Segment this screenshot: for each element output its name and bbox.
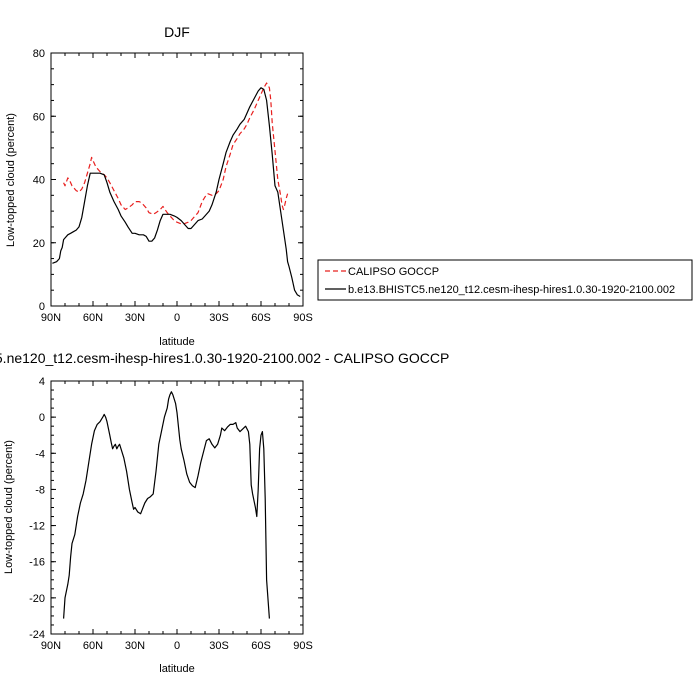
top-panel-x-tick-label: 30S [209,312,229,324]
bottom-panel-x-tick-label: 30S [209,640,229,652]
top-panel: DJF latitude Low-topped cloud (percent) … [5,24,313,348]
top-panel-series-line-0 [63,82,289,225]
bottom-panel-x-tick-label: 90S [293,640,313,652]
legend-label-model: b.e13.BHISTC5.ne120_t12.cesm-ihesp-hires… [348,284,675,296]
bottom-panel-x-tick-label: 60S [251,640,271,652]
top-panel-x-tick-label: 60S [251,312,271,324]
bottom-panel-x-tick-label: 0 [174,640,180,652]
bottom-panel: b.e13.BHISTC5.ne120_t12.cesm-ihesp-hires… [0,350,449,675]
top-panel-y-tick-label: 0 [39,301,45,313]
legend-box [317,259,693,301]
bottom-panel-series-line-0 [63,391,270,619]
top-panel-series [52,82,301,298]
bottom-panel-x-tick-label: 60N [83,640,103,652]
bottom-panel-y-tick-label: -4 [35,448,45,460]
bottom-panel-y-tick-label: -24 [29,629,45,641]
legend-label-calipso: CALIPSO GOCCP [348,266,439,278]
bottom-panel-ticks: 90N 60N 30N 0 30S 60S 90S 4 0 -4 -8 -12 -16 -20 -24 [29,376,313,652]
bottom-panel-y-tick-label: -16 [29,557,45,569]
top-panel-x-tick-label: 90S [293,312,313,324]
top-panel-y-tick-label: 40 [33,175,45,187]
bottom-panel-y-tick-label: -8 [35,484,45,496]
bottom-panel-y-tick-label: 4 [39,376,45,388]
bottom-panel-x-axis-label: latitude [159,663,194,675]
bottom-panel-y-tick-label: -12 [29,521,45,533]
top-panel-y-axis-label: Low-topped cloud (percent) [5,113,17,247]
top-panel-y-tick-label: 60 [33,111,45,123]
top-panel-x-axis-label: latitude [159,336,194,348]
top-panel-ticks: 90N 60N 30N 0 30S 60S 90S 0 20 40 60 80 [33,48,313,324]
top-panel-x-tick-label: 0 [174,312,180,324]
top-panel-y-tick-label: 80 [33,48,45,60]
top-panel-title: DJF [164,24,190,40]
bottom-panel-title: b.e13.BHISTC5.ne120_t12.cesm-ihesp-hires… [0,350,449,366]
top-panel-y-tick-label: 20 [33,238,45,250]
legend: CALIPSO GOCCP b.e13.BHISTC5.ne120_t12.ce… [317,259,693,301]
bottom-panel-y-tick-label: 0 [39,412,45,424]
bottom-panel-x-tick-label: 90N [41,640,61,652]
bottom-panel-x-tick-label: 30N [125,640,145,652]
bottom-panel-y-tick-label: -20 [29,593,45,605]
bottom-panel-y-axis-label: Low-topped cloud (percent) [3,440,15,574]
top-panel-x-tick-label: 60N [83,312,103,324]
top-panel-x-tick-label: 30N [125,312,145,324]
top-panel-x-tick-label: 90N [41,312,61,324]
top-panel-series-line-1 [52,87,301,298]
bottom-panel-series [63,391,270,619]
